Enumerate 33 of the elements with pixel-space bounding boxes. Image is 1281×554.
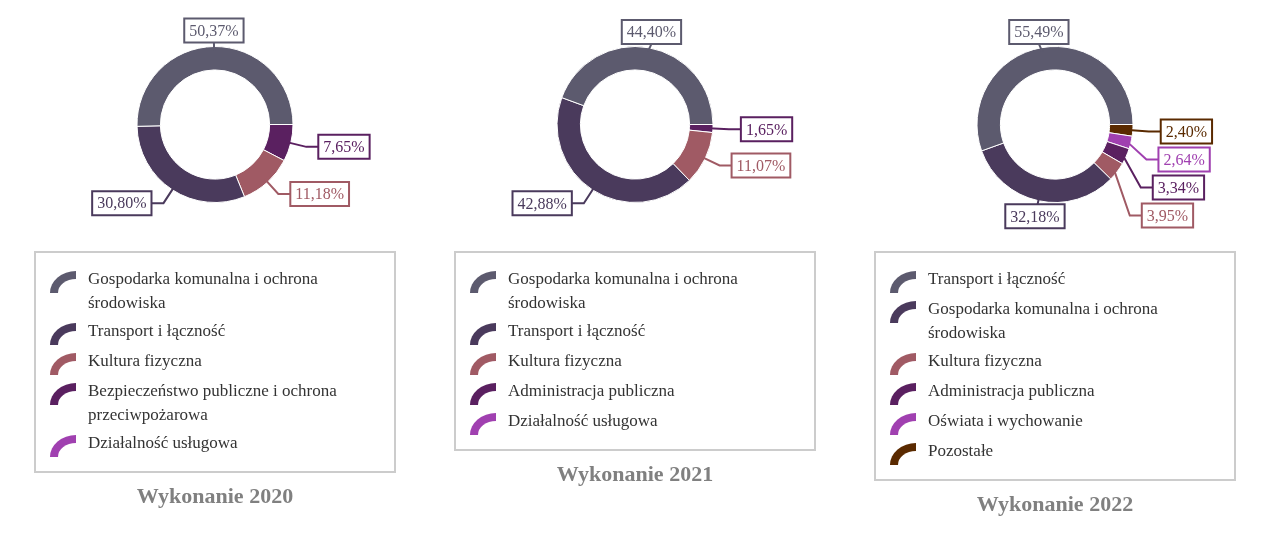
legend-label: Działalność usługowa bbox=[88, 432, 238, 454]
legend-label: Działalność usługowa bbox=[508, 410, 658, 432]
legend-label: Administracja publiczna bbox=[508, 380, 675, 402]
data-label: 42,88% bbox=[517, 194, 567, 212]
legend-label: Transport i łączność bbox=[88, 320, 226, 342]
legend-label: Kultura fizyczna bbox=[88, 350, 202, 372]
data-label: 30,80% bbox=[97, 194, 147, 212]
data-label: 2,64% bbox=[1163, 150, 1205, 168]
legend-label: Bezpieczeństwo publiczne i ochrona przeciwpożarowa bbox=[88, 380, 338, 426]
data-label: 50,37% bbox=[189, 21, 239, 39]
text: Wykonanie 2022 bbox=[976, 491, 1134, 517]
legend-label: Gospodarka komunalna i ochrona środowiska bbox=[928, 298, 1159, 344]
data-label: 3,34% bbox=[1157, 178, 1200, 196]
data-label: 44,40% bbox=[626, 23, 677, 41]
legend-label: Kultura fizyczna bbox=[928, 350, 1042, 372]
legend-label: Administracja publiczna bbox=[928, 380, 1095, 402]
data-label: 1,65% bbox=[745, 120, 788, 138]
data-label: 7,65% bbox=[323, 138, 365, 156]
data-label: 11,07% bbox=[736, 156, 786, 174]
legend-label: Transport i łączność bbox=[928, 268, 1066, 290]
legend-label: Gospodarka komunalna i ochrona środowiska bbox=[88, 268, 319, 314]
text: Wykonanie 2020 bbox=[136, 483, 294, 509]
text: Wykonanie 2021 bbox=[556, 461, 714, 487]
data-label: 3,95% bbox=[1146, 206, 1189, 224]
data-label: 55,49% bbox=[1014, 23, 1064, 41]
legend-label: Pozostałe bbox=[928, 440, 994, 462]
legend-label: Gospodarka komunalna i ochrona środowiska bbox=[508, 268, 739, 314]
legend-label: Transport i łączność bbox=[508, 320, 646, 342]
legend-label: Kultura fizyczna bbox=[508, 350, 622, 372]
data-label: 2,40% bbox=[1165, 122, 1208, 140]
data-label: 11,18% bbox=[295, 185, 345, 203]
data-label: 32,18% bbox=[1010, 207, 1060, 225]
legend-label: Oświata i wychowanie bbox=[928, 410, 1083, 432]
